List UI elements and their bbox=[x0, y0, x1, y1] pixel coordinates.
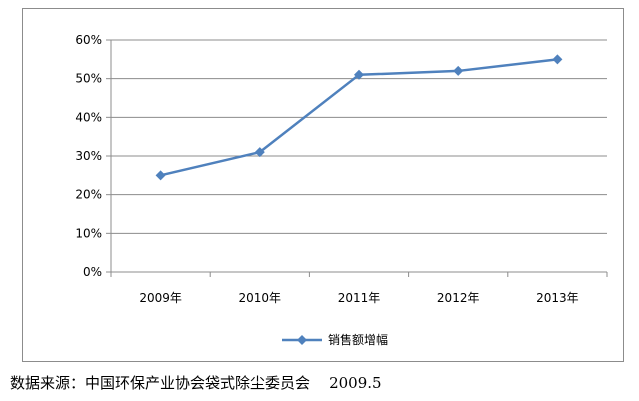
axes bbox=[110, 40, 608, 277]
y-tick-label: 0% bbox=[83, 265, 102, 279]
x-tick-label: 2013年 bbox=[536, 291, 579, 305]
x-tick-label: 2010年 bbox=[239, 291, 282, 305]
y-tick-label: 60% bbox=[75, 33, 102, 47]
x-tick-label: 2009年 bbox=[139, 291, 182, 305]
x-tick-label: 2011年 bbox=[338, 291, 381, 305]
data-point-marker bbox=[155, 170, 166, 181]
y-axis-tick-labels: 0% 10% 20% 30% 40% 50% 60% bbox=[75, 33, 102, 279]
data-point-marker bbox=[354, 69, 364, 80]
data-point-marker bbox=[453, 65, 464, 76]
legend-diamond-marker bbox=[297, 335, 307, 345]
y-tick-label: 10% bbox=[75, 226, 102, 240]
legend-label: 销售额增幅 bbox=[328, 332, 388, 347]
legend: 销售额增幅 bbox=[282, 332, 388, 347]
y-tick-label: 50% bbox=[75, 72, 102, 86]
line-chart: 0% 10% 20% 30% 40% 50% 60% 2009年 2010年 2011年 2012… bbox=[75, 33, 608, 347]
x-axis-tick-labels: 2009年 2010年 2011年 2012年 2013年 bbox=[139, 291, 578, 305]
y-tick-label: 40% bbox=[75, 110, 102, 124]
data-point-marker bbox=[552, 54, 563, 65]
chart-area bbox=[22, 8, 624, 362]
series-layer bbox=[155, 54, 563, 181]
x-tick-label: 2012年 bbox=[437, 291, 480, 305]
y-tick-label: 20% bbox=[75, 188, 102, 202]
data-point-marker bbox=[254, 147, 265, 158]
y-tick-label: 30% bbox=[75, 149, 102, 163]
source-note: 数据来源：中国环保产业协会袋式除尘委员会 2009.5 bbox=[10, 374, 382, 392]
